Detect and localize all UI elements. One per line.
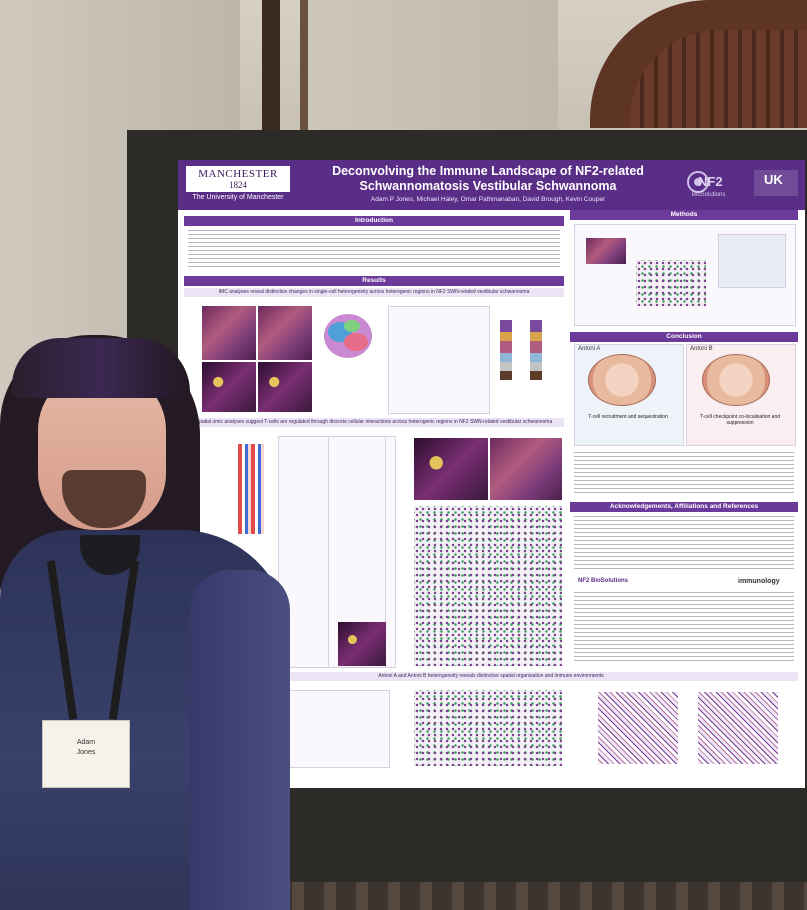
- nf2-logo-icon: [687, 171, 709, 193]
- umap-plot: [324, 314, 372, 358]
- person-hair-fringe: [12, 338, 190, 398]
- bar-chart-panel: [388, 306, 490, 414]
- imc-image-b2: [258, 362, 312, 412]
- poster-header: MANCHESTER 1824 The University of Manche…: [178, 160, 805, 210]
- poster-title-line1: Deconvolving the Immune Landscape of NF2…: [332, 164, 644, 178]
- badge-last-name: Jones: [76, 749, 96, 756]
- conclusion-antoni-b-label: Antoni B: [690, 346, 713, 352]
- university-year: 1824: [229, 180, 247, 190]
- conclusion-antoni-b-caption: T-cell checkpoint co-localisation and su…: [699, 414, 781, 426]
- heatmap: [238, 444, 264, 534]
- spatial-image-c: [338, 622, 386, 666]
- person-sleeve: [190, 570, 290, 910]
- methods-image-1: [586, 238, 626, 264]
- section-introduction: Introduction: [184, 216, 564, 226]
- uk-logo-icon: [754, 170, 798, 196]
- neighbourhood-matrix-b: [698, 692, 778, 764]
- introduction-text: [188, 230, 560, 270]
- results-subheading-1: IMC analyses reveal distinctive changes …: [184, 288, 564, 297]
- cell-scatter-map: [414, 506, 562, 666]
- methods-image-2: [636, 260, 706, 306]
- door-frame: [262, 0, 280, 140]
- neighbourhood-matrix-a: [598, 692, 678, 764]
- methods-instrument: [718, 234, 786, 288]
- imc-image-a1: [202, 306, 256, 360]
- partner-logo-sub: BioSolutions: [692, 192, 726, 198]
- stacked-bar-a: [500, 320, 512, 380]
- acknowledgements-text: [574, 516, 794, 572]
- spatial-image-a: [414, 438, 488, 500]
- badge-first-name: Adam: [76, 739, 96, 746]
- stacked-bar-b: [530, 320, 542, 380]
- imc-image-a2: [258, 306, 312, 360]
- section-conclusion: Conclusion: [570, 332, 798, 342]
- person-beard: [62, 470, 146, 528]
- conclusion-antoni-a-label: Antoni A: [578, 346, 601, 352]
- poster-title-line2: Schwannomatosis Vestibular Schwannoma: [359, 179, 617, 193]
- research-poster: MANCHESTER 1824 The University of Manche…: [178, 160, 805, 788]
- mapping-key-text: [574, 592, 794, 664]
- results-subheading-2: Spatial omic analyses suggest T-cells ar…: [184, 418, 564, 427]
- university-name: MANCHESTER: [198, 168, 278, 180]
- ack-logo-immunology: immunology: [738, 578, 780, 585]
- antoni-b-cell: [702, 354, 770, 406]
- results-subheading-3: Antoni A and Antoni B heterogeneity reve…: [184, 672, 798, 681]
- section-results: Results: [184, 276, 564, 286]
- carpet-floor: [240, 880, 807, 910]
- spatial-image-b: [490, 438, 562, 500]
- imc-image-b1: [202, 362, 256, 412]
- section-methods: Methods: [570, 210, 798, 220]
- cell-scatter-map-2: [414, 690, 562, 766]
- partner-logo-text: NF2: [698, 174, 723, 189]
- door-panel: [300, 0, 558, 140]
- poster-authors: Adam P Jones, Michael Haley, Omar Pathma…: [370, 196, 606, 203]
- name-badge: Adam Jones: [42, 720, 130, 788]
- partner-logo2-text: UK: [764, 172, 783, 187]
- conclusion-antoni-a-caption: T-cell recruitment and sequestration: [588, 414, 668, 420]
- bar-chart-panel-2: [278, 690, 390, 768]
- university-logo: MANCHESTER 1824 The University of Manche…: [186, 166, 290, 204]
- section-acknowledgements: Acknowledgements, Affiliations and Refer…: [570, 502, 798, 512]
- ack-logo-nf2: NF2 BioSolutions: [578, 578, 628, 584]
- university-full-name: The University of Manchester: [186, 192, 290, 204]
- conclusion-text: [574, 452, 794, 496]
- antoni-a-cell: [588, 354, 656, 406]
